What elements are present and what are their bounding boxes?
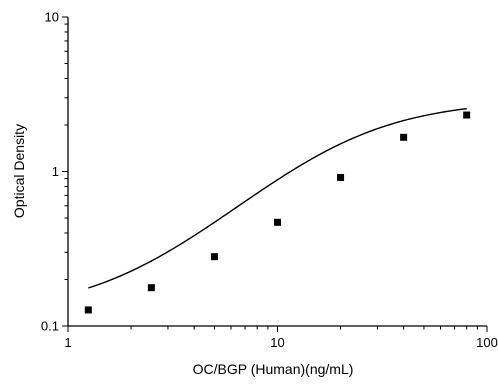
x-tick-label: 10	[270, 335, 284, 350]
fit-curve-line	[88, 107, 467, 289]
tick-labels-layer: 1 10 100 0.1 1 10	[41, 10, 498, 351]
data-point	[400, 133, 408, 141]
axes	[62, 16, 488, 332]
y-axis-title: Optical Density	[11, 124, 27, 218]
x-tick-label: 100	[476, 335, 498, 350]
y-tick-label: 10	[45, 10, 59, 25]
data-points-layer	[84, 111, 471, 314]
data-point	[337, 173, 345, 181]
data-point	[147, 284, 155, 292]
data-point	[463, 111, 471, 119]
fit-curve-layer	[88, 107, 467, 289]
data-point	[210, 253, 218, 261]
y-tick-label: 1	[52, 164, 59, 179]
x-axis-title: OC/BGP (Human)(ng/mL)	[193, 361, 354, 377]
y-tick-label: 0.1	[41, 319, 59, 334]
data-point	[274, 218, 281, 226]
x-tick-label: 1	[64, 335, 71, 350]
data-point	[84, 306, 92, 314]
